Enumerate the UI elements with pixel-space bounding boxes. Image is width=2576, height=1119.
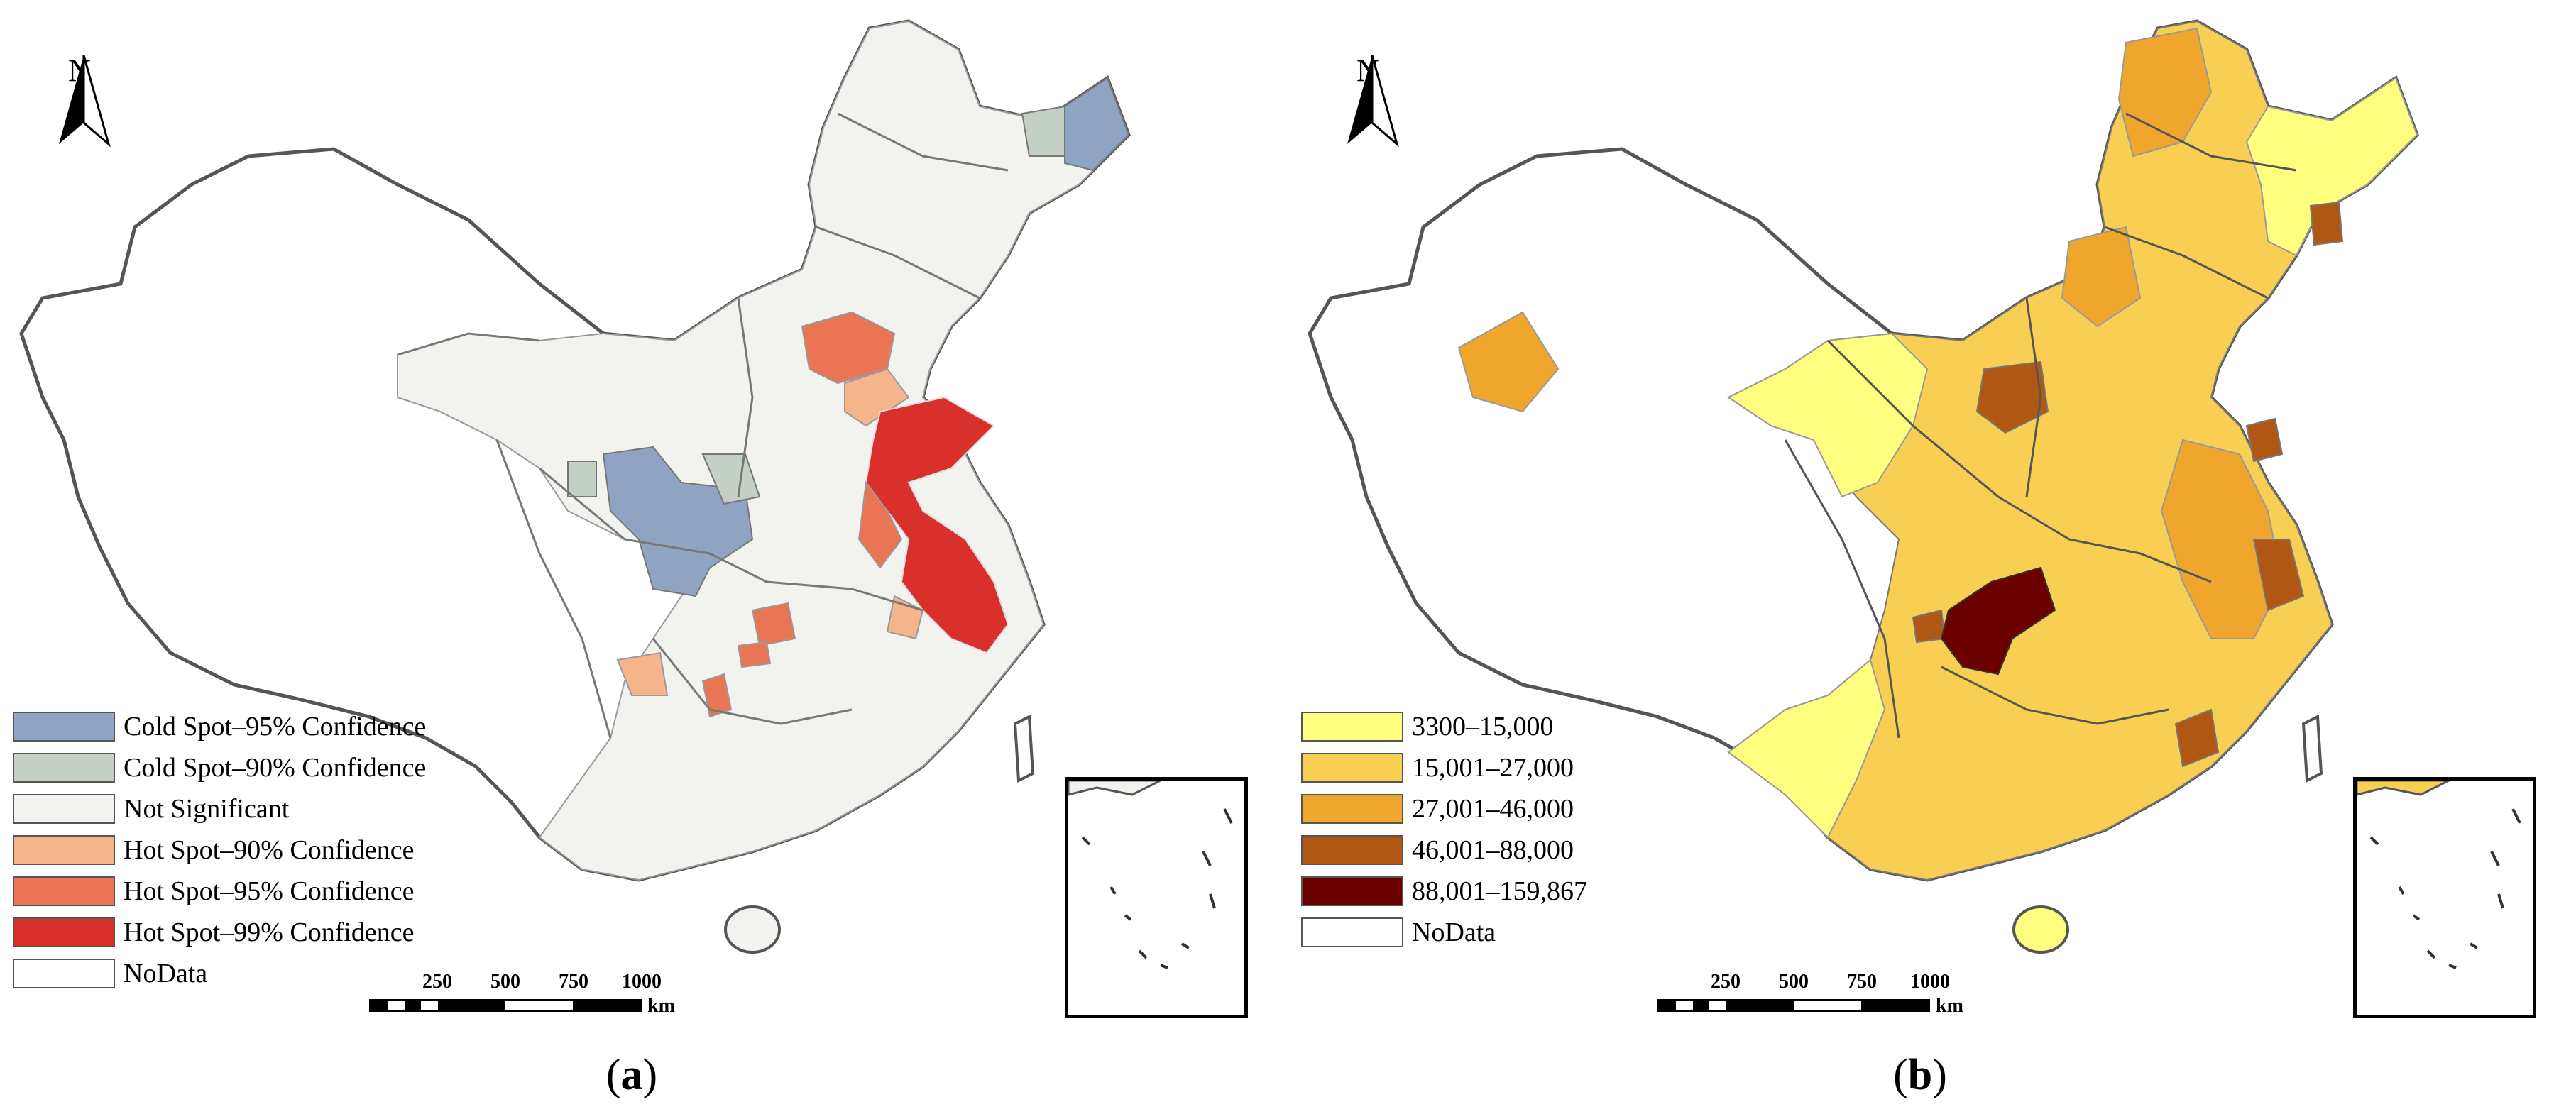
legend-swatch: [1301, 835, 1403, 865]
class-3300-15000-southwest: [1727, 658, 1886, 839]
scale-bar-graphic: [1657, 999, 1930, 1012]
legend-swatch: [13, 917, 115, 947]
scale-tick: 1000: [622, 971, 662, 993]
north-arrow-icon: [59, 55, 111, 148]
legend-item: 15,001–27,000: [1301, 747, 1587, 788]
legend-item: Cold Spot–90% Confidence: [13, 747, 426, 788]
class-46001-88000-south: [2174, 708, 2220, 768]
legend-item: NoData: [13, 953, 426, 994]
scale-tick: 500: [1779, 971, 1809, 993]
cold-spot-90-northeast: [1021, 105, 1065, 157]
legend-swatch: [1301, 876, 1403, 906]
class-27001-46000-mid: [2061, 226, 2142, 328]
legend-swatch: [1301, 794, 1403, 824]
hot-spot-90-southwest: [616, 651, 669, 696]
taiwan-island: [1013, 714, 1035, 783]
class-27001-46000-east: [2160, 439, 2284, 639]
legend-item: NoData: [1301, 912, 1587, 953]
hainan-island: [724, 905, 781, 954]
scale-bar-b: 250 500 750 1000 km: [1657, 971, 1977, 1017]
legend-swatch: [13, 794, 115, 824]
china-map-b: [1308, 19, 2419, 954]
class-46001-88000-north-central: [1975, 360, 2049, 434]
legend-swatch: [1301, 712, 1403, 742]
legend-item: 46,001–88,000: [1301, 829, 1587, 871]
legend-label: Hot Spot–95% Confidence: [124, 876, 415, 906]
scale-tick: 250: [1711, 971, 1741, 993]
legend-label: Not Significant: [124, 794, 290, 824]
hot-spot-95-small: [737, 641, 772, 668]
class-46001-88000-southeast: [2252, 539, 2305, 612]
legend-label: Cold Spot–95% Confidence: [124, 712, 427, 742]
legend-label: 46,001–88,000: [1412, 835, 1574, 865]
legend-swatch: [1301, 753, 1403, 783]
cold-spot-95-central: [602, 446, 754, 597]
class-88001-159867-chongqing: [1940, 566, 2056, 676]
map-panel-b: N 3300–15,000 15,001–27,000 27,001–46,00…: [1288, 0, 2576, 1119]
legend-item: Hot Spot–95% Confidence: [13, 871, 426, 912]
china-map-a: [19, 19, 1131, 954]
legend-swatch: [13, 835, 115, 865]
class-46001-88000-east: [2245, 417, 2284, 463]
legend-item: Cold Spot–95% Confidence: [13, 706, 426, 747]
cold-spot-95-northeast: [1064, 77, 1130, 172]
legend-a: Cold Spot–95% Confidence Cold Spot–90% C…: [13, 706, 426, 994]
north-arrow-icon: [1347, 55, 1399, 148]
legend-label: Hot Spot–99% Confidence: [124, 917, 415, 947]
legend-swatch: [1301, 917, 1403, 947]
legend-item: 88,001–159,867: [1301, 871, 1587, 912]
legend-item: Not Significant: [13, 788, 426, 829]
taiwan-island: [2301, 714, 2323, 783]
scale-tick: 750: [1847, 971, 1877, 993]
legend-item: 27,001–46,000: [1301, 788, 1587, 829]
legend-b: 3300–15,000 15,001–27,000 27,001–46,000 …: [1301, 706, 1587, 953]
legend-label: NoData: [1412, 917, 1496, 947]
scale-tick: 500: [490, 971, 520, 993]
legend-label: 88,001–159,867: [1412, 876, 1587, 906]
scale-tick: 1000: [1910, 971, 1950, 993]
scale-bar-a: 250 500 750 1000 km: [369, 971, 689, 1017]
legend-label: Hot Spot–90% Confidence: [124, 835, 415, 865]
legend-swatch: [13, 753, 115, 783]
scale-unit: km: [647, 995, 675, 1017]
not-significant-region: [397, 20, 1130, 881]
scale-bar-graphic: [369, 999, 642, 1012]
legend-label: 3300–15,000: [1412, 712, 1554, 742]
hainan-island: [2012, 905, 2069, 954]
province-borders: [1784, 112, 2297, 739]
south-china-sea-inset: [1065, 777, 1248, 1018]
legend-label: Cold Spot–90% Confidence: [124, 753, 427, 783]
north-arrow: N: [1344, 55, 1401, 183]
legend-label: 27,001–46,000: [1412, 794, 1574, 824]
north-arrow: N: [55, 55, 112, 183]
legend-swatch: [13, 712, 115, 742]
panel-caption-a: (a): [605, 1051, 658, 1099]
scale-unit: km: [1936, 995, 1963, 1017]
hot-spot-95-south: [701, 673, 733, 718]
legend-swatch: [13, 959, 115, 988]
legend-label: NoData: [124, 959, 208, 988]
cold-spot-90-west: [567, 461, 597, 497]
hot-spot-95-central: [751, 602, 796, 647]
hot-spot-95-east: [857, 480, 903, 569]
class-46001-88000-northeast: [2309, 201, 2344, 246]
legend-item: 3300–15,000: [1301, 706, 1587, 747]
legend-item: Hot Spot–99% Confidence: [13, 912, 426, 953]
legend-swatch: [13, 876, 115, 906]
south-china-sea-inset: [2353, 777, 2536, 1018]
map-panel-a: N Cold Spot–95% Confidence Cold Spot–90%…: [13, 19, 1248, 1099]
cold-spot-90-central: [701, 453, 761, 505]
scale-tick: 750: [559, 971, 588, 993]
legend-label: 15,001–27,000: [1412, 753, 1574, 783]
scale-tick: 250: [422, 971, 452, 993]
province-borders: [397, 112, 1009, 739]
legend-item: Hot Spot–90% Confidence: [13, 829, 426, 871]
class-27001-46000-northwest: [1457, 311, 1560, 413]
panel-caption-b: (b): [1893, 1051, 1947, 1099]
